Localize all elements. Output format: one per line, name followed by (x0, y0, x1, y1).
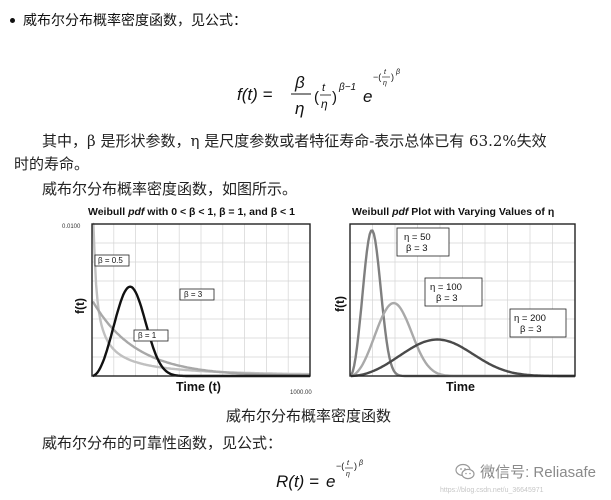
right-chart-title: Weibull pdf Plot with Varying Values of … (352, 206, 555, 218)
reliability-formula: R(t) = e −( t η ) β (276, 460, 363, 491)
right-label-curve3-box (509, 308, 567, 338)
formula-exp-den: η (383, 80, 387, 87)
formula-exp-pow: β (395, 69, 400, 76)
watermark-url: https://blog.csdn.net/u_36645971 (440, 487, 544, 494)
left-y-top-tick: 0.0100 (62, 224, 81, 230)
bullet-dot (10, 17, 15, 23)
right-plot-frame (349, 223, 576, 377)
rel-den: η (346, 471, 350, 478)
right-label-curve1-eta: η = 50 (404, 232, 431, 243)
intro-line: 威布尔分布概率密度函数，见公式： (8, 10, 247, 30)
right-label-curve3-eta: η = 200 (514, 313, 546, 324)
left-label-beta05: β = 0.5 (98, 256, 123, 265)
pdf-formula: f(t) = β η ( t η ) β−1 e −( t η ) β (237, 69, 400, 118)
wechat-watermark: 微信号: Reliasafe (455, 461, 596, 482)
figure-caption: 威布尔分布概率密度函数 (226, 407, 392, 425)
left-label-beta1: β = 1 (138, 331, 157, 340)
left-y-label: f(t) (73, 298, 87, 314)
intro-text: 威布尔分布概率密度函数，见公式： (23, 12, 247, 28)
formula-exp-close: ) (391, 72, 394, 82)
formula-exp-num: t (384, 69, 387, 76)
formula-coef-den: η (295, 99, 304, 118)
rel-close: ) (354, 461, 357, 471)
description-line-2: 时的寿命。 (14, 155, 90, 173)
right-x-label: Time (446, 380, 475, 394)
left-x-label: Time (t) (176, 380, 221, 394)
watermark-text: 微信号: Reliasafe (480, 464, 596, 481)
left-x-right-tick: 1000.00 (290, 390, 312, 396)
left-label-beta3: β = 3 (184, 290, 203, 299)
left-plot-frame (91, 223, 311, 377)
left-weibull-chart: 0.0100 f(t) Time (t) 1000.00 β = 0.5 β =… (62, 222, 312, 396)
right-label-curve3-beta: β = 3 (520, 324, 542, 335)
formula-power: β−1 (338, 82, 356, 93)
right-series-3 (350, 338, 575, 378)
wechat-icon (455, 463, 475, 480)
rel-num: t (347, 460, 350, 467)
formula-frac-num: t (322, 82, 326, 94)
right-weibull-chart: f(t) Time η = 50 β = 3 η = 100 β = 3 η =… (333, 223, 576, 394)
svg-text:(: ( (314, 89, 319, 106)
svg-text:): ) (332, 89, 337, 106)
right-label-curve1-beta: β = 3 (406, 243, 428, 254)
left-series-2 (91, 300, 310, 377)
rel-pow: β (358, 460, 363, 467)
rel-base: e (326, 472, 335, 491)
formula-exp-base: e (363, 87, 372, 106)
right-label-curve2-eta: η = 100 (430, 282, 462, 293)
formula-exp-sign: −( (373, 72, 381, 82)
left-label-beta1-box (133, 329, 169, 342)
right-label-curve2-beta: β = 3 (436, 293, 458, 304)
right-y-label: f(t) (333, 296, 347, 312)
description-line-1: 其中，β 是形状参数，η 是尺度参数或者特征寿命-表示总体已有 63.2%失效 (42, 132, 547, 150)
left-label-beta3-box (179, 288, 215, 301)
right-label-curve1-box (396, 227, 450, 257)
description-line-3: 威布尔分布概率密度函数，如图所示。 (42, 180, 298, 198)
rel-sign: −( (336, 461, 344, 471)
formula-frac-den: η (321, 97, 328, 111)
left-label-beta05-box (94, 254, 130, 267)
reliability-intro: 威布尔分布的可靠性函数，见公式： (42, 434, 283, 452)
left-chart-grid (92, 224, 310, 376)
left-chart-title: Weibull pdf with 0 < β < 1, β = 1, and β… (88, 206, 295, 218)
formula-coef-num: β (294, 73, 305, 92)
rel-lhs: R(t) = (276, 472, 319, 491)
formula-lhs: f(t) = (237, 85, 272, 104)
right-label-curve2-box (424, 277, 483, 307)
